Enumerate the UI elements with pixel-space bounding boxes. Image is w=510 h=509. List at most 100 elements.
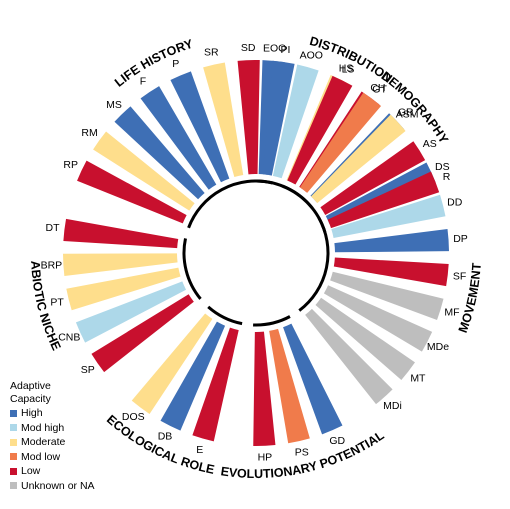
bar-db	[160, 321, 226, 431]
legend: Adaptive Capacity High Mod high Moderate…	[10, 380, 95, 493]
legend-swatch-moderate	[10, 438, 17, 446]
bar-label-dd: DD	[447, 196, 463, 208]
bar-as	[320, 141, 426, 215]
bar-label-gd: GD	[329, 435, 345, 447]
bar-dt	[63, 218, 179, 249]
bar-f	[140, 86, 217, 190]
bar-label-rp: RP	[63, 159, 78, 171]
bar-ps	[269, 328, 310, 444]
legend-title-line1: Adaptive	[10, 380, 51, 392]
bar-mt	[315, 297, 415, 380]
bar-label-rm: RM	[81, 127, 97, 139]
group-arcs-layer	[182, 179, 330, 327]
legend-item-low: Low	[10, 464, 95, 479]
bar-label-brp: BRP	[41, 259, 63, 271]
bar-label-p: P	[172, 58, 179, 70]
legend-item-high: High	[10, 406, 95, 421]
bar-gd	[283, 323, 343, 435]
bar-label-dp: DP	[453, 233, 468, 245]
bar-labels-layer: EOO AOO HS CH GR DS DD DP SF MF MDe MT MDi GD PS HP E DB D…	[41, 42, 468, 464]
bar-label-pt: PT	[50, 296, 64, 308]
bar-sf	[333, 257, 449, 287]
bar-rp	[77, 160, 187, 224]
bar-label-hp: HP	[258, 452, 273, 464]
group-arc-ecological-role	[207, 305, 243, 326]
bar-p	[170, 71, 230, 183]
group-arc-demography	[282, 184, 327, 233]
bar-label-ch: CH	[370, 82, 385, 94]
bar-label-ps: PS	[295, 447, 309, 459]
bar-label-gt: GT	[372, 83, 387, 95]
bar-label-aoo: AOO	[300, 49, 323, 61]
bar-label-pi: PI	[280, 44, 290, 56]
bar-label-r: R	[443, 171, 451, 183]
legend-item-mod-low: Mod low	[10, 450, 95, 465]
legend-swatch-high	[10, 409, 17, 417]
bar-mf	[330, 271, 444, 320]
bar-hp	[253, 331, 276, 446]
bar-aoo	[272, 64, 319, 179]
bar-dp	[334, 229, 449, 253]
bar-ls	[287, 75, 353, 185]
legend-label-mod-low: Mod low	[21, 450, 61, 463]
legend-title-line2: Capacity	[10, 393, 51, 405]
bar-label-cnb: CNB	[58, 331, 80, 343]
bar-sr	[203, 62, 244, 178]
bar-label-sf: SF	[453, 270, 466, 282]
bar-label-ds: DS	[435, 161, 450, 173]
bar-ms	[114, 106, 205, 200]
legend-swatch-unknown	[10, 482, 17, 490]
bar-label-sr: SR	[204, 47, 219, 59]
bar-brp	[63, 253, 178, 276]
bar-label-ls: LS	[342, 64, 355, 76]
bar-asm	[311, 114, 406, 204]
bar-label-dt: DT	[46, 222, 61, 234]
bar-mdi	[305, 308, 393, 405]
bar-label-mdi: MDi	[383, 400, 402, 412]
legend-item-unknown: Unknown or NA	[10, 479, 95, 494]
legend-label-mod-high: Mod high	[21, 421, 65, 434]
bar-label-sd: SD	[241, 42, 256, 54]
legend-label-unknown: Unknown or NA	[21, 479, 95, 492]
bar-e	[192, 327, 239, 442]
legend-label-low: Low	[21, 465, 41, 477]
bar-gt	[299, 92, 382, 193]
group-arc-evolutionary-potential	[253, 315, 291, 327]
bar-rm	[93, 131, 195, 211]
bar-label-mf: MF	[444, 307, 459, 319]
legend-label-high: High	[21, 407, 43, 419]
bar-sp	[91, 294, 194, 373]
bar-label-eoo: EOO	[263, 43, 286, 55]
bar-mde	[323, 285, 433, 352]
group-arc-life-history	[187, 179, 273, 229]
bar-pt	[66, 267, 181, 311]
legend-swatch-mod-high	[10, 424, 17, 432]
bar-label-dos: DOS	[122, 411, 145, 423]
bar-r	[327, 171, 440, 229]
group-arc-abiotic-niche	[182, 238, 202, 300]
legend-item-moderate: Moderate	[10, 435, 95, 450]
bar-label-as: AS	[423, 138, 437, 150]
bar-label-hs: HS	[339, 63, 354, 75]
bar-dos	[131, 313, 213, 414]
legend-swatch-low	[10, 467, 17, 475]
bar-label-gr: GR	[398, 107, 414, 119]
bar-label-ms: MS	[106, 99, 122, 111]
bar-label-sp: SP	[81, 364, 95, 376]
bar-label-db: DB	[158, 430, 173, 442]
bar-cnb	[75, 281, 187, 343]
bars-layer	[63, 60, 449, 446]
legend-item-mod-high: Mod high	[10, 421, 95, 436]
bar-label-e: E	[196, 444, 203, 456]
bar-label-f: F	[140, 76, 146, 88]
bar-sd	[237, 60, 260, 175]
bar-label-mde: MDe	[427, 341, 449, 353]
bar-label-asm: ASM	[396, 108, 419, 120]
bar-pi	[262, 60, 295, 176]
legend-swatch-mod-low	[10, 453, 17, 461]
bar-label-mt: MT	[410, 373, 426, 385]
bar-dd	[331, 194, 446, 238]
legend-label-moderate: Moderate	[21, 436, 66, 448]
